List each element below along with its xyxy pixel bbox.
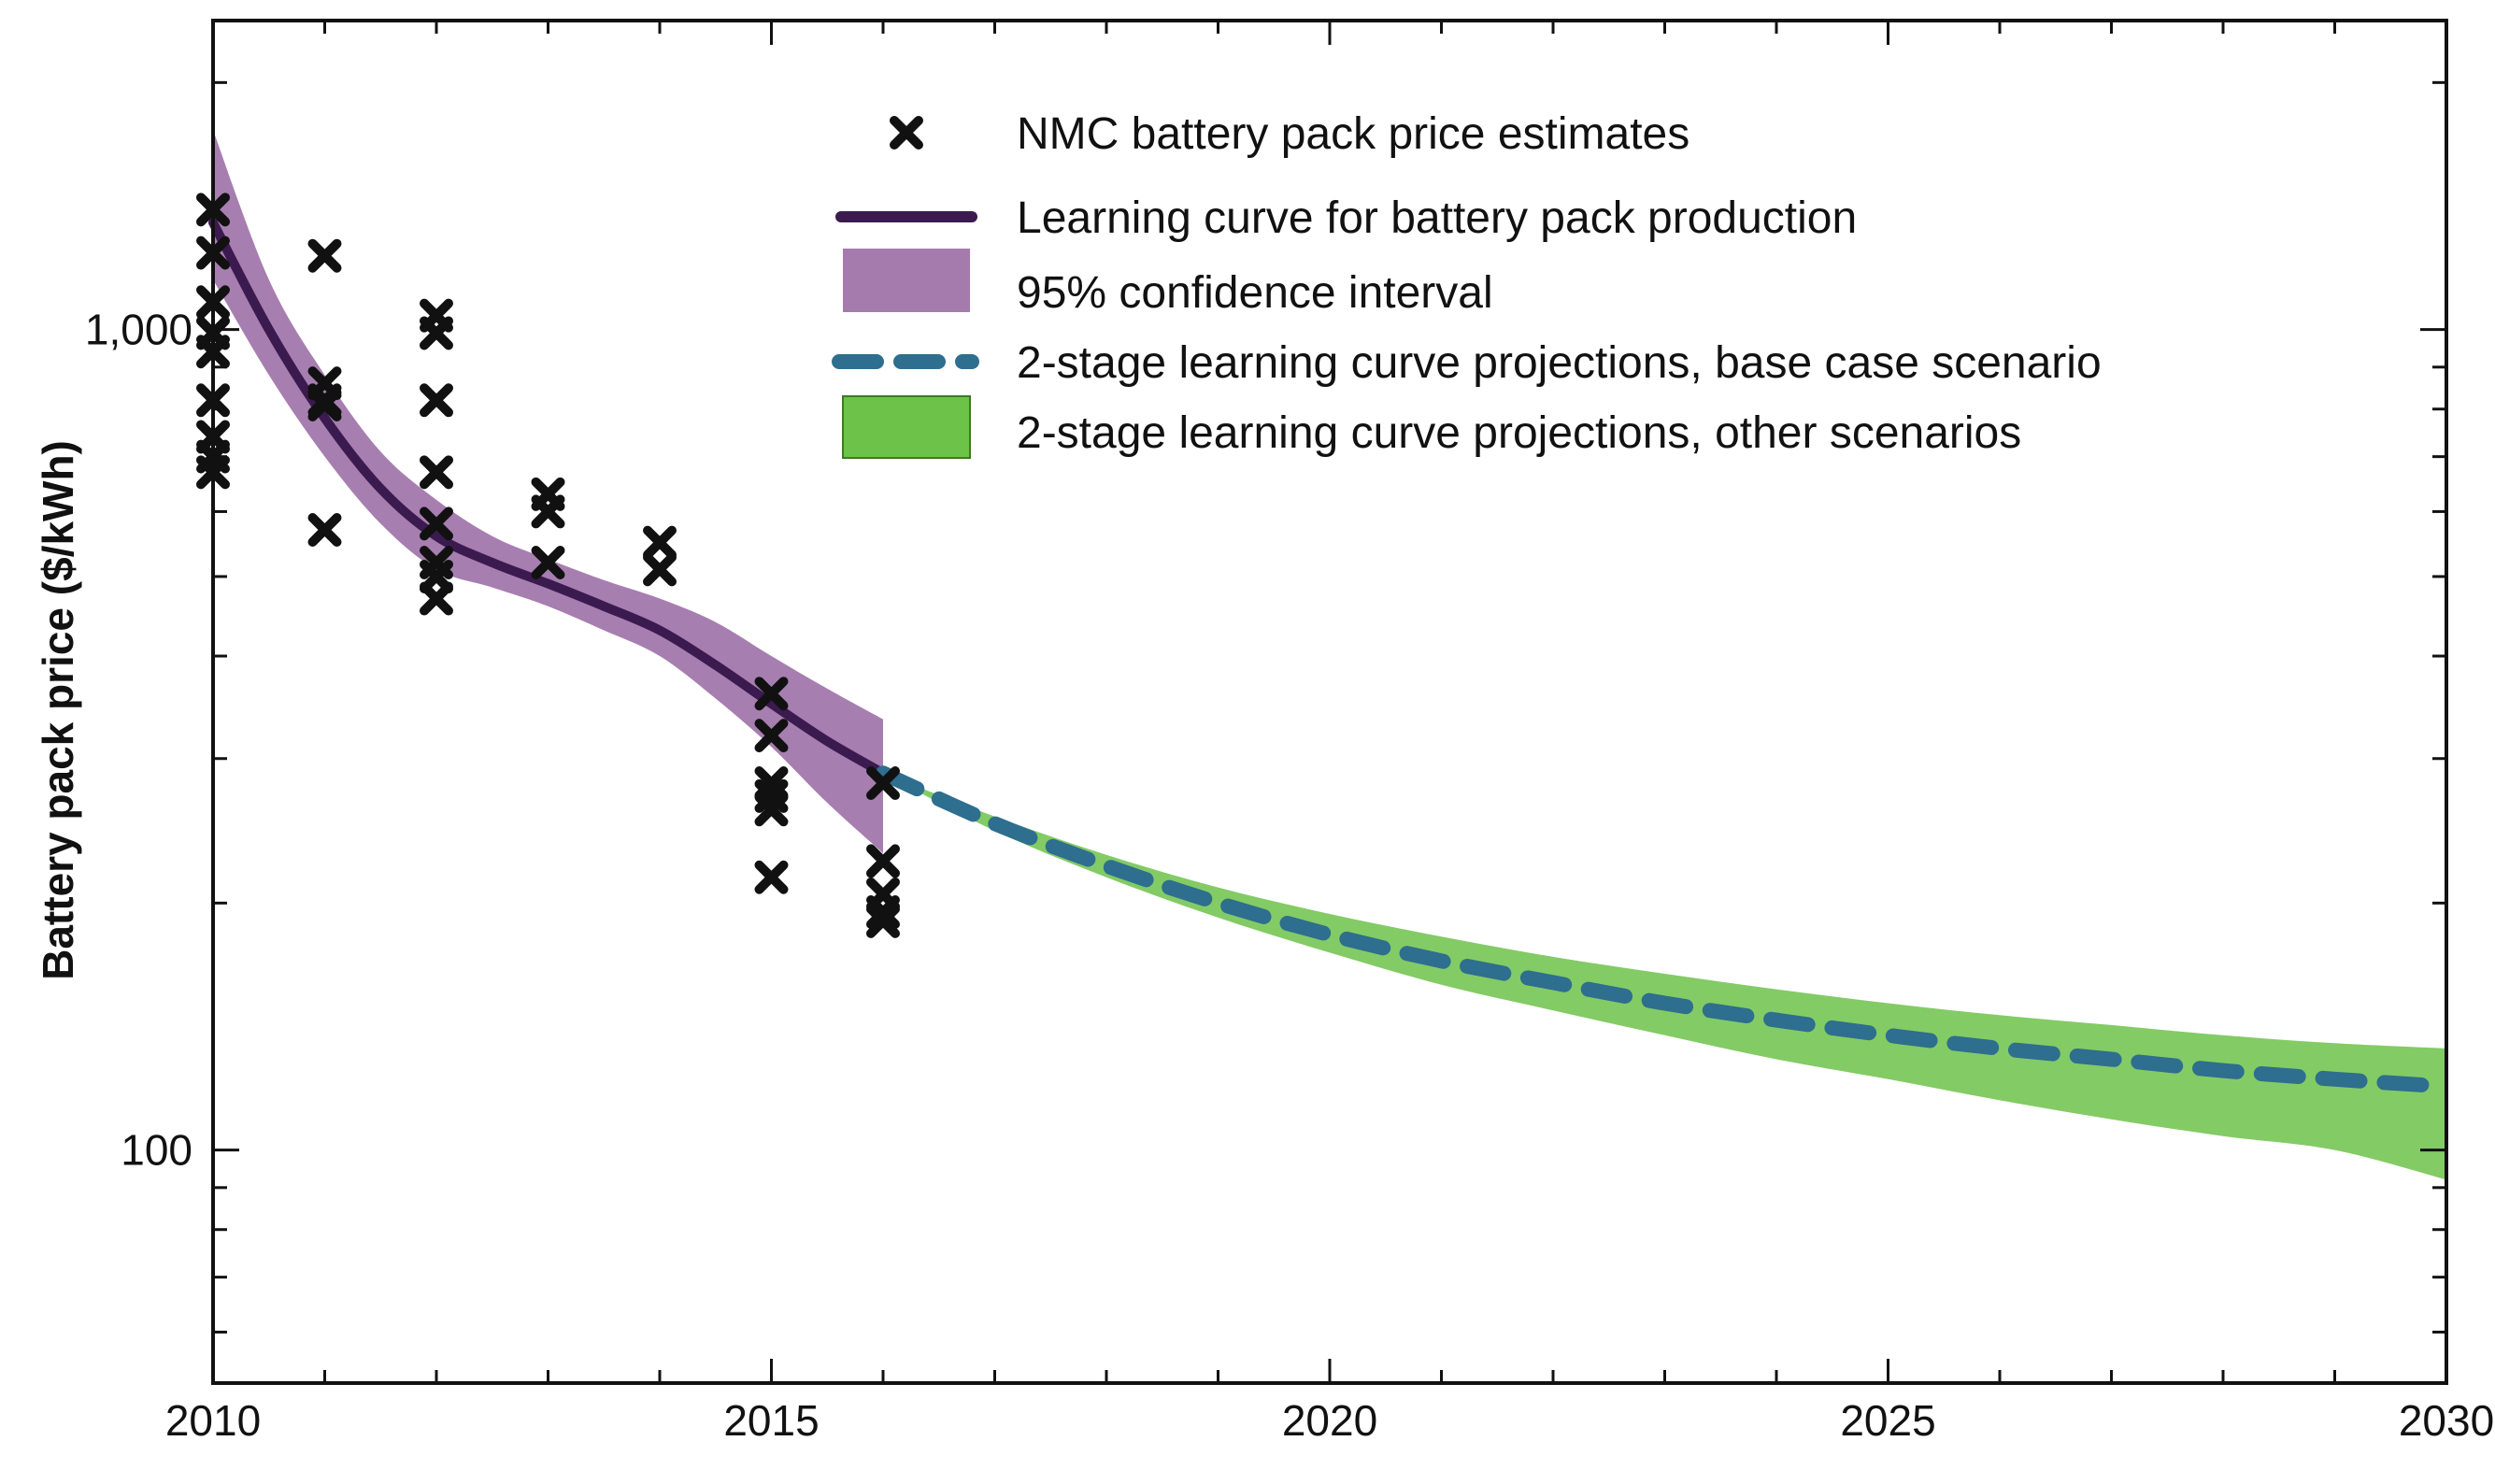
x-tick-label: 2010 (165, 1396, 261, 1445)
y-tick-label: 100 (121, 1126, 192, 1175)
data-point (420, 316, 453, 350)
legend-item-base: 2-stage learning curve projections, base… (832, 338, 2102, 388)
data-point (643, 552, 677, 587)
x-tick-labels: 2010 2015 2020 2025 2030 (165, 1396, 2494, 1445)
data-point (307, 238, 342, 273)
other-scenarios-band (883, 773, 2446, 1180)
data-point (866, 904, 900, 938)
legend-ci-swatch (843, 249, 970, 312)
legend-marker (890, 116, 923, 150)
data-point (754, 677, 789, 711)
legend-label: Learning curve for battery pack producti… (1017, 193, 1857, 243)
legend-label: 95% confidence interval (1017, 268, 1493, 318)
confidence-interval-band (213, 130, 883, 853)
tick-layer (211, 21, 2448, 1383)
y-tick-labels: 100 1,000 (85, 306, 192, 1175)
data-point (531, 494, 565, 529)
x-tick-label: 2025 (1840, 1396, 1935, 1445)
x-tick-label: 2015 (723, 1396, 819, 1445)
legend-item-other: 2-stage learning curve projections, othe… (842, 395, 2021, 459)
band-layer (213, 130, 2446, 1180)
legend-label: 2-stage learning curve projections, base… (1017, 338, 2102, 388)
y-axis-title: Battery pack price ($/kWh) (34, 440, 82, 980)
data-point (531, 545, 565, 579)
data-point (307, 512, 342, 547)
legend-other-swatch (842, 395, 971, 459)
data-point (420, 455, 453, 490)
data-point (866, 766, 900, 801)
data-point (420, 581, 453, 616)
data-point (754, 719, 789, 753)
y-tick-label: 1,000 (85, 306, 192, 354)
legend-item-scatter: NMC battery pack price estimates (890, 109, 1689, 159)
data-point (643, 525, 677, 560)
legend-item-ci: 95% confidence interval (843, 249, 1493, 318)
legend: NMC battery pack price estimates Learning… (832, 109, 2102, 459)
data-point (307, 387, 342, 421)
data-point (420, 383, 453, 418)
x-tick-label: 2030 (2399, 1396, 2494, 1445)
data-point (754, 860, 789, 894)
data-point (754, 792, 789, 827)
legend-item-learning: Learning curve for battery pack producti… (835, 193, 1857, 243)
x-tick-label: 2020 (1282, 1396, 1377, 1445)
data-point (866, 894, 900, 929)
data-point (866, 844, 900, 878)
base-case-projection-line (876, 765, 2432, 1093)
legend-label: 2-stage learning curve projections, othe… (1017, 408, 2021, 458)
legend-label: NMC battery pack price estimates (1017, 109, 1689, 159)
data-point (420, 507, 453, 541)
